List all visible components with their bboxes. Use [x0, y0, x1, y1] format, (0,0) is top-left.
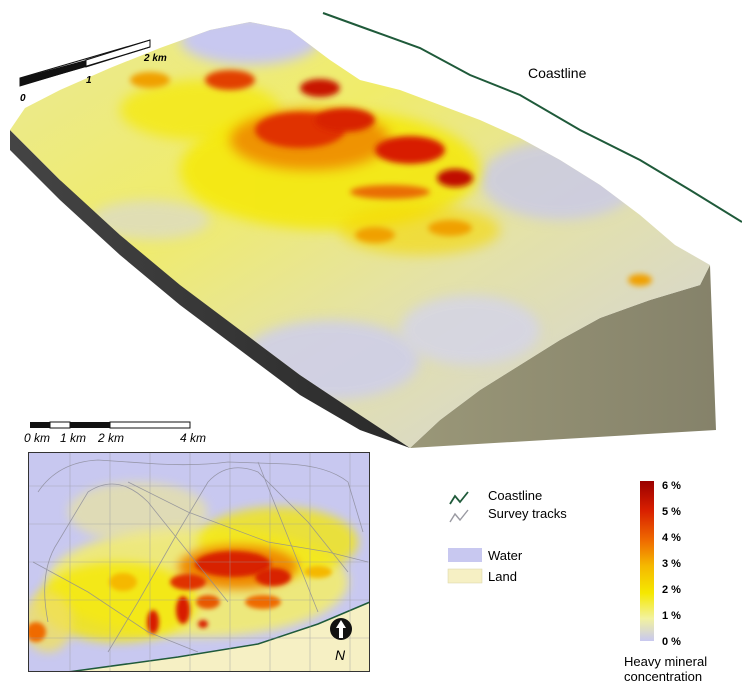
inset-scale-tick-3: 4 km — [180, 431, 206, 445]
colorbar-tick-label: 5 % — [662, 506, 681, 518]
colorbar: 6 % 5 % 4 % 3 % 2 % 1 % 0 % Heavy mineral conc… — [610, 476, 742, 684]
colorbar-title-line1: Heavy mineral — [624, 654, 707, 669]
colorbar-title-line2: concentration — [624, 669, 702, 684]
block-diagram: Coastline 0 1 2 km — [0, 0, 742, 460]
colorbar-tick-label: 4 % — [662, 532, 681, 544]
colorbar-tick-label: 6 % — [662, 480, 681, 492]
inset-scale-tick-1: 1 km — [60, 431, 86, 445]
colorbar-tick-label: 1 % — [662, 610, 681, 622]
colorbar-ticks: 6 % 5 % 4 % 3 % 2 % 1 % 0 % — [662, 480, 681, 648]
inset-scale-tick-0: 0 km — [24, 431, 50, 445]
inset-scale-tick-2: 2 km — [97, 431, 124, 445]
legend-water-label: Water — [488, 548, 523, 563]
legend-land-label: Land — [488, 569, 517, 584]
inset-map: N — [28, 452, 370, 672]
colorbar-tick-label: 0 % — [662, 636, 681, 648]
legend-coastline-symbol — [450, 492, 468, 504]
north-label: N — [335, 647, 346, 663]
colorbar-tick-label: 3 % — [662, 558, 681, 570]
colorbar-tick-label: 2 % — [662, 584, 681, 596]
legend-survey-label: Survey tracks — [488, 506, 567, 521]
inset-scale-bar: 0 km 1 km 2 km 4 km — [20, 418, 220, 448]
block-scale-tick-2: 2 km — [143, 53, 167, 64]
legend-land-swatch — [448, 569, 482, 583]
block-scale-tick-0: 0 — [20, 93, 26, 104]
legend-coastline-label: Coastline — [488, 488, 542, 503]
legend-survey-symbol — [450, 510, 468, 522]
colorbar-ramp — [640, 481, 654, 641]
map-legend: Coastline Survey tracks Water Land — [446, 482, 616, 592]
block-scale-tick-1: 1 — [86, 75, 92, 86]
coastline-label: Coastline — [528, 65, 587, 81]
legend-water-swatch — [448, 548, 482, 562]
